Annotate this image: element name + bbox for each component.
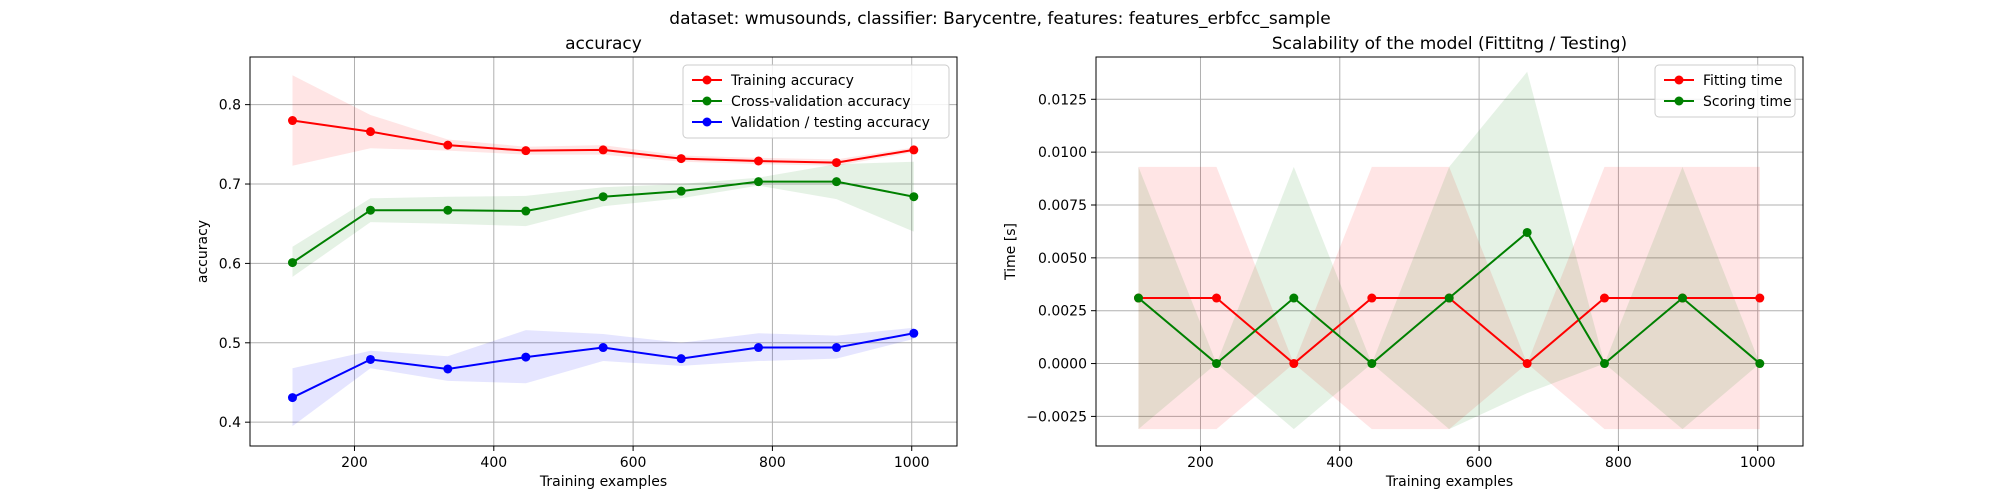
band-series-2 — [292, 327, 914, 427]
x-tick-label: 600 — [1466, 455, 1493, 471]
legend-marker — [702, 117, 712, 127]
legend-entry: Cross-validation accuracy — [731, 94, 911, 110]
data-point — [1444, 293, 1454, 303]
x-tick-label: 800 — [759, 455, 786, 471]
y-tick-label: 0.0075 — [1038, 198, 1087, 214]
x-tick-label: 1000 — [894, 455, 930, 471]
y-tick-label: 0.4 — [219, 415, 241, 431]
y-axis-label: Time [s] — [1003, 223, 1019, 281]
y-tick-label: 0.0050 — [1038, 251, 1087, 267]
legend-box — [1654, 64, 1796, 118]
data-point — [1755, 293, 1765, 303]
data-point — [831, 158, 841, 168]
data-point — [1212, 359, 1222, 369]
data-point — [753, 177, 763, 187]
x-tick-label: 400 — [480, 455, 507, 471]
data-point — [598, 192, 608, 202]
legend-entry: Scoring time — [1703, 94, 1792, 110]
data-point — [909, 192, 919, 202]
data-point — [443, 205, 453, 215]
data-point — [1599, 293, 1609, 303]
y-tick-label: 0.5 — [219, 336, 241, 352]
band-series-1 — [292, 161, 914, 277]
figure-suptitle: dataset: wmusounds, classifier: Barycent… — [669, 9, 1330, 29]
legend-marker — [702, 96, 712, 106]
data-point — [831, 177, 841, 187]
legend: Fitting time Scoring time — [1654, 64, 1796, 118]
legend: Training accuracy Cross-validation accura… — [682, 64, 950, 139]
chart-title: accuracy — [565, 34, 642, 54]
data-point — [287, 116, 297, 126]
data-point — [366, 127, 376, 137]
y-tick-label: 0.6 — [219, 256, 241, 272]
legend-box — [682, 64, 950, 139]
data-point — [676, 154, 686, 164]
data-point — [676, 354, 686, 364]
data-point — [366, 205, 376, 215]
data-point — [831, 343, 841, 353]
data-point — [1755, 359, 1765, 369]
axes-frame — [249, 56, 958, 447]
y-tick-label: 0.0100 — [1038, 145, 1087, 161]
data-point — [598, 145, 608, 155]
data-point — [1522, 227, 1532, 237]
data-point — [909, 328, 919, 338]
legend-marker — [702, 75, 712, 85]
data-point — [521, 352, 531, 362]
y-tick-label: 0.7 — [219, 177, 241, 193]
x-axis-label: Training examples — [539, 474, 667, 490]
x-tick-label: 400 — [1326, 455, 1353, 471]
legend-entry: Validation / testing accuracy — [731, 115, 930, 131]
accuracy-chart: 200 400 600 800 1000 0.4 0.5 0.6 0.7 0.8 accuracy T… — [195, 34, 958, 490]
data-point — [1289, 293, 1299, 303]
legend-entry: Training accuracy — [730, 73, 854, 89]
data-point — [287, 258, 297, 268]
y-tick-label: −0.0025 — [1026, 409, 1087, 425]
y-tick-label: 0.0125 — [1038, 92, 1087, 108]
data-point — [1133, 293, 1143, 303]
y-tick-label: 0.0000 — [1038, 357, 1087, 373]
axes-frame — [1095, 56, 1804, 447]
y-tick-label: 0.8 — [219, 98, 241, 114]
y-tick-label: 0.0025 — [1038, 304, 1087, 320]
series-lines — [1133, 227, 1765, 369]
legend-entry: Fitting time — [1703, 73, 1783, 89]
x-tick-label: 200 — [1187, 455, 1214, 471]
data-point — [753, 156, 763, 166]
data-point — [753, 343, 763, 353]
data-point — [598, 343, 608, 353]
legend-marker — [1674, 75, 1684, 85]
data-point — [521, 206, 531, 216]
data-point — [443, 140, 453, 150]
x-axis-label: Training examples — [1385, 474, 1513, 490]
data-point — [521, 146, 531, 156]
chart-title: Scalability of the model (Fittitng / Tes… — [1272, 34, 1627, 54]
series-lines — [287, 116, 919, 403]
legend-marker — [1674, 96, 1684, 106]
data-point — [676, 186, 686, 196]
data-point — [366, 354, 376, 364]
scalability-chart: 200 400 600 800 1000 −0.0025 0.0000 0.0025 0.005… — [1003, 34, 1804, 490]
x-tick-label: 200 — [341, 455, 368, 471]
data-point — [909, 145, 919, 155]
data-point — [1289, 359, 1299, 369]
band-series-1 — [1138, 71, 1760, 430]
y-axis-label: accuracy — [195, 220, 211, 283]
data-point — [1367, 359, 1377, 369]
data-point — [1677, 293, 1687, 303]
data-point — [1599, 359, 1609, 369]
data-point — [1367, 293, 1377, 303]
x-tick-label: 1000 — [1740, 455, 1776, 471]
data-point — [1212, 293, 1222, 303]
data-point — [443, 364, 453, 374]
data-point — [1522, 359, 1532, 369]
x-tick-label: 600 — [620, 455, 647, 471]
data-point — [287, 393, 297, 403]
x-tick-label: 800 — [1605, 455, 1632, 471]
